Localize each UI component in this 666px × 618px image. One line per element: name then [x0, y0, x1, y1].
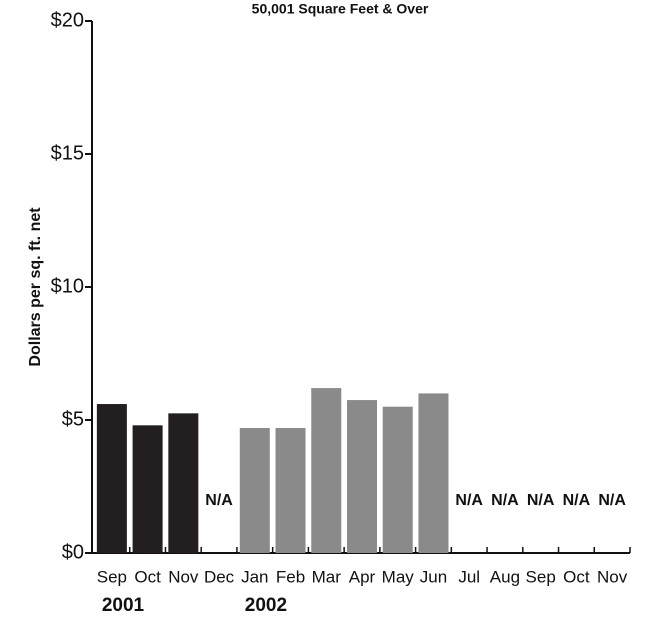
bar: [346, 400, 378, 553]
bar: [239, 427, 270, 553]
y-tick-label: $0: [62, 541, 84, 563]
bar: [168, 413, 199, 553]
na-label: N/A: [563, 492, 591, 509]
x-tick-label: Dec: [204, 567, 235, 586]
x-tick-label: Mar: [312, 567, 342, 586]
na-label: N/A: [598, 492, 626, 509]
x-tick-label: Aug: [490, 567, 520, 586]
x-tick-label: Apr: [349, 567, 376, 586]
x-tick-label: Oct: [134, 567, 161, 586]
x-tick-label: Sep: [97, 567, 127, 586]
group-label: 2001: [102, 595, 145, 616]
bar: [96, 404, 127, 553]
x-tick-label: Nov: [597, 567, 628, 586]
y-tick-label: $10: [51, 275, 84, 297]
bar: [418, 393, 449, 553]
bar: [382, 406, 413, 553]
y-tick-label: $15: [51, 142, 84, 164]
x-tick-label: Jul: [458, 567, 480, 586]
y-tick-label: $5: [62, 408, 84, 430]
na-label: N/A: [527, 492, 555, 509]
bar: [132, 425, 163, 553]
na-label: N/A: [491, 492, 519, 509]
x-tick-label: Feb: [276, 567, 305, 586]
y-axis-label: Dollars per sq. ft. net: [27, 207, 44, 367]
x-tick-label: May: [382, 567, 415, 586]
bar: [311, 388, 342, 553]
y-tick-label: $20: [51, 9, 84, 31]
x-tick-label: Oct: [563, 567, 590, 586]
x-tick-label: Sep: [526, 567, 556, 586]
x-tick-label: Jan: [241, 567, 268, 586]
bar: [275, 427, 306, 553]
chart-title: 50,001 Square Feet & Over: [252, 1, 429, 17]
x-tick-label: Jun: [420, 567, 447, 586]
group-label: 2002: [245, 595, 287, 616]
x-tick-label: Nov: [168, 567, 199, 586]
na-label: N/A: [205, 492, 233, 509]
na-label: N/A: [455, 492, 483, 509]
